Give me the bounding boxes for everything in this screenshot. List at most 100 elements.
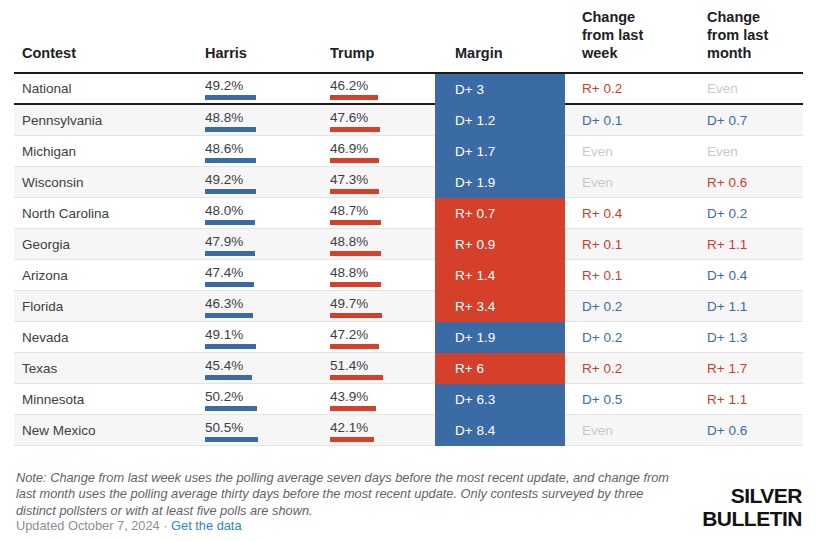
contest-name: Michigan (14, 136, 205, 167)
trump-pct-value: 46.9% (330, 142, 368, 157)
column-header-harris: Harris (205, 44, 330, 72)
trump-pct-value: 43.9% (330, 390, 368, 405)
harris-bar (205, 158, 256, 163)
trump-pct-value: 47.6% (330, 111, 368, 126)
trump-bar (330, 251, 381, 256)
harris-pct-value: 48.8% (205, 111, 243, 126)
margin-cell: D+ 1.9 (435, 322, 565, 353)
change-month-value: R+ 0.6 (693, 167, 803, 198)
get-the-data-link[interactable]: Get the data (171, 518, 241, 533)
change-week-value: R+ 0.4 (565, 198, 693, 229)
contest-name: North Carolina (14, 198, 205, 229)
harris-bar (205, 251, 255, 256)
margin-cell: R+ 1.4 (435, 260, 565, 291)
harris-pct-value: 50.5% (205, 421, 243, 436)
margin-cell: R+ 0.9 (435, 229, 565, 260)
table-row: Florida 46.3% 49.7% R+ 3.4 D+ 0.2 D+ 1.1 (14, 291, 803, 322)
harris-bar (205, 95, 256, 100)
change-week-value: Even (565, 136, 693, 167)
trump-cell: 47.3% (330, 167, 435, 198)
trump-bar (330, 282, 381, 287)
trump-cell: 42.1% (330, 415, 435, 446)
harris-cell: 48.6% (205, 136, 330, 167)
harris-pct-value: 48.0% (205, 204, 243, 219)
contest-name: Georgia (14, 229, 205, 260)
harris-bar (205, 344, 256, 349)
change-month-value: D+ 1.3 (693, 322, 803, 353)
harris-bar (205, 375, 252, 380)
harris-pct-value: 50.2% (205, 390, 243, 405)
change-week-value: R+ 0.1 (565, 260, 693, 291)
trump-bar (330, 344, 379, 349)
change-week-value: Even (565, 167, 693, 198)
table-body: National 49.2% 46.2% D+ 3 R+ 0.2 Even Pe… (14, 74, 803, 446)
column-header-trump: Trump (330, 44, 435, 72)
trump-bar (330, 127, 380, 132)
harris-cell: 45.4% (205, 353, 330, 384)
change-month-value: D+ 1.1 (693, 291, 803, 322)
column-header-change-week: Change from last week (565, 8, 662, 62)
trump-cell: 47.6% (330, 105, 435, 136)
logo-line-1: SILVER (702, 484, 802, 507)
margin-cell: D+ 1.7 (435, 136, 565, 167)
contest-name: New Mexico (14, 415, 205, 446)
harris-cell: 50.5% (205, 415, 330, 446)
change-week-value: Even (565, 415, 693, 446)
change-month-value: D+ 0.4 (693, 260, 803, 291)
table-row: Wisconsin 49.2% 47.3% D+ 1.9 Even R+ 0.6 (14, 167, 803, 198)
table-row: North Carolina 48.0% 48.7% R+ 0.7 R+ 0.4… (14, 198, 803, 229)
table-row: Arizona 47.4% 48.8% R+ 1.4 R+ 0.1 D+ 0.4 (14, 260, 803, 291)
trump-pct-value: 46.2% (330, 79, 368, 94)
trump-bar (330, 313, 382, 318)
change-week-value: D+ 0.2 (565, 291, 693, 322)
harris-cell: 50.2% (205, 384, 330, 415)
trump-cell: 46.9% (330, 136, 435, 167)
change-month-value: Even (693, 74, 803, 105)
contest-name: Wisconsin (14, 167, 205, 198)
trump-pct-value: 47.2% (330, 328, 368, 343)
change-week-value: R+ 0.2 (565, 353, 693, 384)
trump-pct-value: 42.1% (330, 421, 368, 436)
trump-pct-value: 49.7% (330, 297, 368, 312)
change-month-value: Even (693, 136, 803, 167)
harris-cell: 49.2% (205, 167, 330, 198)
silver-bulletin-logo: SILVER BULLETIN (702, 484, 802, 530)
trump-pct-value: 48.7% (330, 204, 368, 219)
table-row: Texas 45.4% 51.4% R+ 6 R+ 0.2 R+ 1.7 (14, 353, 803, 384)
trump-bar (330, 95, 378, 100)
change-month-value: R+ 1.1 (693, 384, 803, 415)
margin-cell: D+ 3 (435, 74, 565, 105)
change-week-value: D+ 0.1 (565, 105, 693, 136)
harris-bar (205, 437, 258, 442)
harris-bar (205, 282, 254, 287)
contest-name: Nevada (14, 322, 205, 353)
table-row: Nevada 49.1% 47.2% D+ 1.9 D+ 0.2 D+ 1.3 (14, 322, 803, 353)
separator-dot: · (163, 518, 167, 533)
harris-cell: 48.8% (205, 105, 330, 136)
column-header-margin: Margin (435, 44, 565, 72)
change-month-value: R+ 1.7 (693, 353, 803, 384)
change-week-value: D+ 0.5 (565, 384, 693, 415)
column-header-contest: Contest (14, 44, 205, 72)
harris-bar (205, 127, 256, 132)
harris-pct-value: 45.4% (205, 359, 243, 374)
harris-cell: 48.0% (205, 198, 330, 229)
harris-bar (205, 189, 256, 194)
trump-bar (330, 220, 381, 225)
contest-name: Minnesota (14, 384, 205, 415)
trump-cell: 49.7% (330, 291, 435, 322)
trump-cell: 48.8% (330, 229, 435, 260)
contest-name: National (14, 74, 205, 105)
margin-cell: D+ 8.4 (435, 415, 565, 446)
polling-table-page: Contest Harris Trump Margin Change from … (0, 0, 817, 541)
trump-pct-value: 51.4% (330, 359, 368, 374)
change-week-value: D+ 0.2 (565, 322, 693, 353)
table-row: Michigan 48.6% 46.9% D+ 1.7 Even Even (14, 136, 803, 167)
contest-name: Florida (14, 291, 205, 322)
trump-pct-value: 47.3% (330, 173, 368, 188)
trump-pct-value: 48.8% (330, 235, 368, 250)
column-header-change-month: Change from last month (693, 8, 787, 62)
harris-cell: 47.4% (205, 260, 330, 291)
harris-cell: 47.9% (205, 229, 330, 260)
trump-cell: 48.8% (330, 260, 435, 291)
